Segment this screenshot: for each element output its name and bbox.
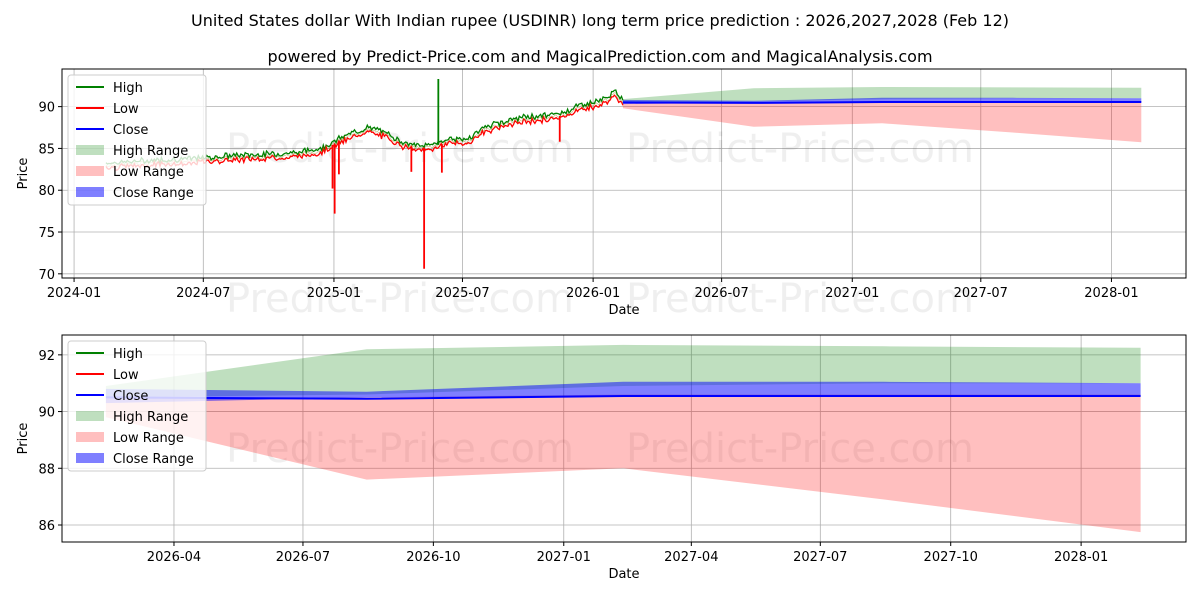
bottom-chart-panel: Predict-Price.com Predict-Price.com 2026-0… <box>16 334 1187 582</box>
watermark-group: Predict-Price.com Predict-Price.com Predic… <box>226 126 974 322</box>
x-tick-label: 2027-01 <box>537 550 591 565</box>
figure-subtitle: powered by Predict-Price.com and Magical… <box>267 47 932 66</box>
legend-label: High Range <box>113 144 188 159</box>
legend-label: Close <box>113 389 148 404</box>
y-tick-label: 75 <box>38 226 55 241</box>
x-tick-label: 2025-07 <box>435 286 489 301</box>
band-low-range <box>622 101 1142 143</box>
axes-frame <box>61 334 1187 543</box>
band-low-range <box>105 394 1141 533</box>
band-high-range <box>622 87 1142 103</box>
x-tick-label: 2026-04 <box>147 550 201 565</box>
y-tick-label: 85 <box>38 142 55 157</box>
legend: High Low Close High Range Low Range Close Ran… <box>67 340 207 472</box>
legend: High Low Close High Range Low Range Close Ran… <box>67 74 207 206</box>
legend-label: High <box>113 347 143 362</box>
watermark-text: Predict-Price.com <box>226 126 574 172</box>
legend-patch-close-range <box>76 453 104 463</box>
x-tick-label: 2026-01 <box>566 286 620 301</box>
x-tick-label: 2027-07 <box>954 286 1008 301</box>
legend-label: High Range <box>113 410 188 425</box>
x-tick-label: 2027-07 <box>793 550 847 565</box>
y-tick-label: 90 <box>38 101 55 116</box>
grid <box>62 335 1186 542</box>
legend-label: Close Range <box>113 452 194 467</box>
watermark-group: Predict-Price.com Predict-Price.com <box>226 426 974 472</box>
axes-frame <box>61 68 1187 279</box>
watermark-text: Predict-Price.com <box>226 276 574 322</box>
legend-label: Low <box>113 368 139 383</box>
grid <box>62 69 1186 278</box>
watermark-text: Predict-Price.com <box>226 426 574 472</box>
y-tick-label: 70 <box>38 268 55 283</box>
x-tick-label: 2025-01 <box>307 286 361 301</box>
y-tick-label: 80 <box>38 184 55 199</box>
x-tick-label: 2027-01 <box>825 286 879 301</box>
legend-label: Close <box>113 123 148 138</box>
legend-label: Low Range <box>113 431 184 446</box>
plot-area <box>105 79 1142 269</box>
legend-patch-high-range <box>76 411 104 421</box>
x-tick-label: 2024-07 <box>176 286 230 301</box>
x-tick-label: 2026-07 <box>276 550 330 565</box>
legend-label: Close Range <box>113 186 194 201</box>
legend-label: High <box>113 81 143 96</box>
x-axis-label: Date <box>608 303 639 318</box>
band-close-range <box>622 97 1142 105</box>
y-tick-label: 88 <box>38 462 55 477</box>
figure-title: United States dollar With Indian rupee (… <box>191 11 1009 30</box>
legend-patch-close-range <box>76 187 104 197</box>
y-axis-label: Price <box>16 158 31 190</box>
band-close-range <box>105 381 1141 404</box>
x-tick-label: 2026-07 <box>694 286 748 301</box>
top-chart-panel: Predict-Price.com Predict-Price.com Predic… <box>16 68 1187 322</box>
x-tick-label: 2028-01 <box>1084 286 1138 301</box>
x-tick-label: 2024-01 <box>47 286 101 301</box>
y-tick-label: 86 <box>38 519 55 534</box>
x-tick-label: 2028-01 <box>1054 550 1108 565</box>
y-axis-label: Price <box>16 423 31 455</box>
x-tick-label: 2027-10 <box>924 550 978 565</box>
legend-label: Low Range <box>113 165 184 180</box>
legend-label: Low <box>113 102 139 117</box>
legend-patch-high-range <box>76 145 104 155</box>
y-tick-label: 92 <box>38 349 55 364</box>
y-tick-label: 90 <box>38 406 55 421</box>
watermark-text: Predict-Price.com <box>626 126 974 172</box>
series-close-forecast <box>105 395 1141 400</box>
watermark-text: Predict-Price.com <box>626 426 974 472</box>
x-tick-label: 2027-04 <box>664 550 718 565</box>
series-close-forecast <box>622 101 1142 104</box>
watermark-text: Predict-Price.com <box>626 276 974 322</box>
legend-patch-low-range <box>76 432 104 442</box>
x-axis-label: Date <box>608 567 639 582</box>
plot-area <box>105 344 1141 533</box>
legend-patch-low-range <box>76 166 104 176</box>
band-high-range <box>105 344 1141 398</box>
x-tick-label: 2026-10 <box>406 550 460 565</box>
